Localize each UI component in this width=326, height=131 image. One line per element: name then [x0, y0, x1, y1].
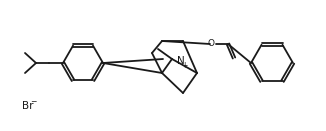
Text: +: + — [181, 61, 187, 70]
Text: N: N — [177, 56, 185, 66]
Text: −: − — [30, 97, 36, 107]
Text: Br: Br — [22, 101, 34, 111]
Text: O: O — [208, 39, 215, 48]
